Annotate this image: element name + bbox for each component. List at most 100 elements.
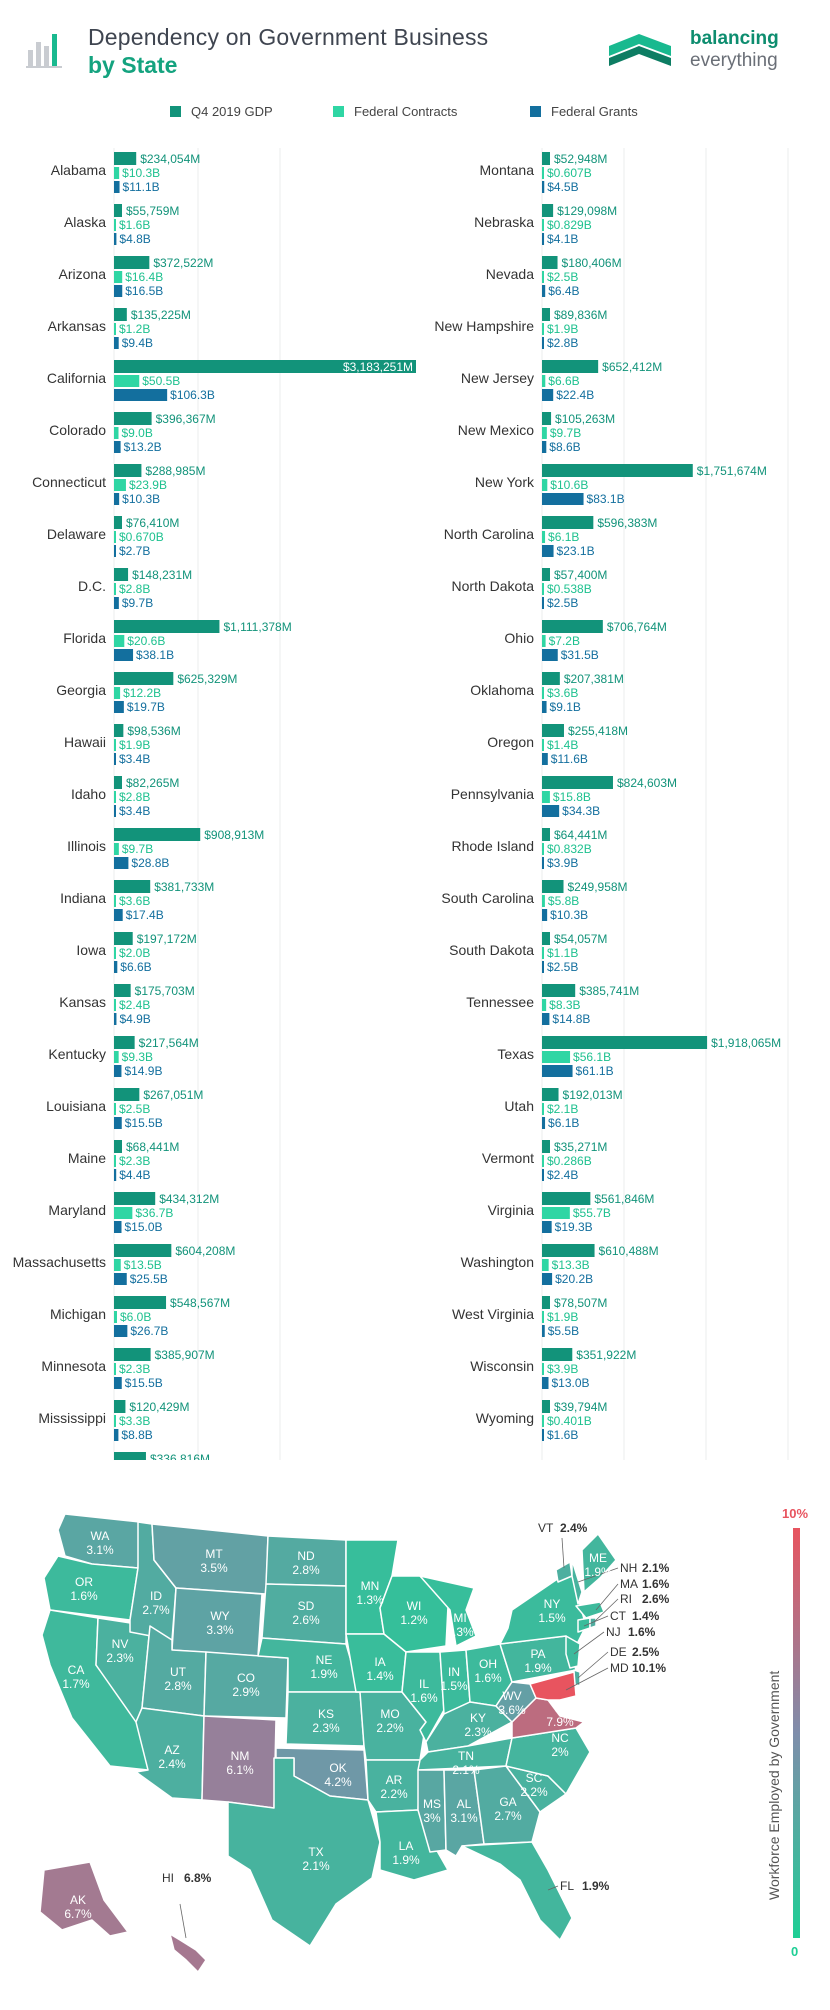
label-gdp-wisconsin: $351,922M bbox=[576, 1348, 636, 1362]
map-label-abbr-or: OR bbox=[75, 1575, 93, 1589]
map-label-value-nj: 1.6% bbox=[628, 1625, 656, 1639]
label-gdp-alaska: $55,759M bbox=[126, 204, 179, 218]
bar-gdp-new-hampshire bbox=[542, 308, 550, 321]
bar-gdp-alaska bbox=[114, 204, 122, 217]
map-label-abbr-ut: UT bbox=[170, 1665, 187, 1679]
label-contracts-maryland: $36.7B bbox=[135, 1206, 173, 1220]
bar-grants-maine bbox=[114, 1169, 117, 1181]
label-contracts-virginia: $55.7B bbox=[573, 1206, 611, 1220]
map-label-abbr-ok: OK bbox=[329, 1761, 346, 1775]
label-grants-maryland: $15.0B bbox=[125, 1220, 163, 1234]
leader-line-fl bbox=[547, 1885, 559, 1891]
state-label-connecticut: Connecticut bbox=[32, 474, 106, 490]
bar-contracts-north-carolina bbox=[542, 531, 546, 543]
bar-grants-new-jersey bbox=[542, 389, 554, 401]
label-gdp-delaware: $76,410M bbox=[126, 516, 179, 530]
bar-gdp-delaware bbox=[114, 516, 122, 529]
map-label-abbr-wa: WA bbox=[91, 1529, 110, 1543]
bar-grants-south-dakota bbox=[542, 961, 544, 973]
map-label-value-mo: 2.2% bbox=[376, 1721, 404, 1735]
bar-gdp-iowa bbox=[114, 932, 133, 945]
label-grants-south-dakota: $2.5B bbox=[547, 960, 578, 974]
leader-line-de bbox=[577, 1651, 609, 1679]
label-grants-georgia: $19.7B bbox=[127, 700, 165, 714]
bar-grants-wisconsin bbox=[542, 1377, 549, 1389]
map-label-value-ky: 2.3% bbox=[464, 1725, 492, 1739]
bar-grants-vermont bbox=[542, 1169, 544, 1181]
label-contracts-utah: $2.1B bbox=[547, 1102, 578, 1116]
bar-grants-arkansas bbox=[114, 337, 119, 349]
bar-gdp-oklahoma bbox=[542, 672, 560, 685]
map-label-value-ar: 2.2% bbox=[380, 1787, 408, 1801]
legend-swatch-gdp bbox=[170, 106, 181, 117]
bar-gdp-massachusetts bbox=[114, 1244, 172, 1257]
label-gdp-louisiana: $267,051M bbox=[143, 1088, 203, 1102]
leader-line-ct bbox=[583, 1615, 609, 1627]
bar-grants-montana bbox=[542, 181, 545, 193]
bar-contracts-michigan bbox=[114, 1311, 117, 1323]
bar-gdp-louisiana bbox=[114, 1088, 140, 1101]
label-grants-massachusetts: $25.5B bbox=[130, 1272, 168, 1286]
label-gdp-georgia: $625,329M bbox=[177, 672, 237, 686]
label-grants-arizona: $16.5B bbox=[125, 284, 163, 298]
bar-contracts-florida bbox=[114, 635, 125, 647]
map-label-value-nm: 6.1% bbox=[226, 1763, 254, 1777]
bar-chart-icon bbox=[26, 34, 62, 68]
us-map: WA3.1%OR1.6%CA1.7%NV2.3%ID2.7%MT3.5%WY3.… bbox=[39, 1513, 800, 1973]
map-label-value-wi: 1.2% bbox=[400, 1613, 428, 1627]
bar-gdp-montana bbox=[542, 152, 550, 165]
label-contracts-illinois: $9.7B bbox=[122, 842, 153, 856]
map-label-abbr-tx: TX bbox=[308, 1845, 323, 1859]
bar-grants-pennsylvania bbox=[542, 805, 560, 817]
bar-contracts-pennsylvania bbox=[542, 791, 550, 803]
legend-label-gdp: Q4 2019 GDP bbox=[191, 104, 273, 119]
bar-grants-utah bbox=[542, 1117, 546, 1129]
map-label-value-id: 2.7% bbox=[142, 1603, 170, 1617]
label-contracts-north-carolina: $6.1B bbox=[548, 530, 579, 544]
page-title: Dependency on Government Business bbox=[88, 24, 489, 50]
state-label-florida: Florida bbox=[63, 630, 106, 646]
label-contracts-d-c: $2.8B bbox=[119, 582, 150, 596]
bar-gdp-michigan bbox=[114, 1296, 167, 1309]
bar-grants-rhode-island bbox=[542, 857, 544, 869]
label-grants-nevada: $6.4B bbox=[548, 284, 579, 298]
label-grants-illinois: $28.8B bbox=[131, 856, 169, 870]
bar-grants-alaska bbox=[114, 233, 117, 245]
map-label-abbr-ak: AK bbox=[70, 1893, 86, 1907]
label-grants-kentucky: $14.9B bbox=[124, 1064, 162, 1078]
bar-gdp-rhode-island bbox=[542, 828, 550, 841]
map-label-value-ms: 3% bbox=[423, 1811, 441, 1825]
label-gdp-alabama: $234,054M bbox=[140, 152, 200, 166]
bar-grants-south-carolina bbox=[542, 909, 548, 921]
label-gdp-new-mexico: $105,263M bbox=[555, 412, 615, 426]
label-grants-new-hampshire: $2.8B bbox=[547, 336, 578, 350]
map-label-value-ca: 1.7% bbox=[62, 1677, 90, 1691]
leader-line-md bbox=[565, 1667, 609, 1691]
label-grants-west-virginia: $5.5B bbox=[548, 1324, 579, 1338]
label-grants-colorado: $13.2B bbox=[124, 440, 162, 454]
bar-grants-iowa bbox=[114, 961, 118, 973]
bar-grants-d-c bbox=[114, 597, 119, 609]
leader-line-nh bbox=[577, 1567, 619, 1583]
scale-max-label: 10% bbox=[782, 1506, 809, 1521]
label-grants-mississippi: $8.8B bbox=[121, 1428, 152, 1442]
label-gdp-idaho: $82,265M bbox=[126, 776, 179, 790]
bar-grants-washington bbox=[542, 1273, 553, 1285]
state-label-wyoming: Wyoming bbox=[476, 1410, 534, 1426]
map-state-hi bbox=[169, 1933, 207, 1973]
map-label-abbr-hi: HI bbox=[162, 1871, 174, 1885]
bar-contracts-minnesota bbox=[114, 1363, 116, 1375]
map-label-value-nc: 2% bbox=[551, 1745, 569, 1759]
state-label-oregon: Oregon bbox=[487, 734, 534, 750]
bar-grants-mississippi bbox=[114, 1429, 119, 1441]
label-grants-idaho: $3.4B bbox=[119, 804, 150, 818]
map-state-fl bbox=[461, 1841, 573, 1941]
label-gdp-missouri: $336,816M bbox=[150, 1452, 210, 1460]
state-label-kentucky: Kentucky bbox=[48, 1046, 106, 1062]
bar-contracts-wisconsin bbox=[542, 1363, 544, 1375]
bar-gdp-north-carolina bbox=[542, 516, 594, 529]
bar-contracts-arkansas bbox=[114, 323, 116, 335]
bar-gdp-ohio bbox=[542, 620, 603, 633]
label-gdp-massachusetts: $604,208M bbox=[175, 1244, 235, 1258]
state-label-rhode-island: Rhode Island bbox=[451, 838, 534, 854]
